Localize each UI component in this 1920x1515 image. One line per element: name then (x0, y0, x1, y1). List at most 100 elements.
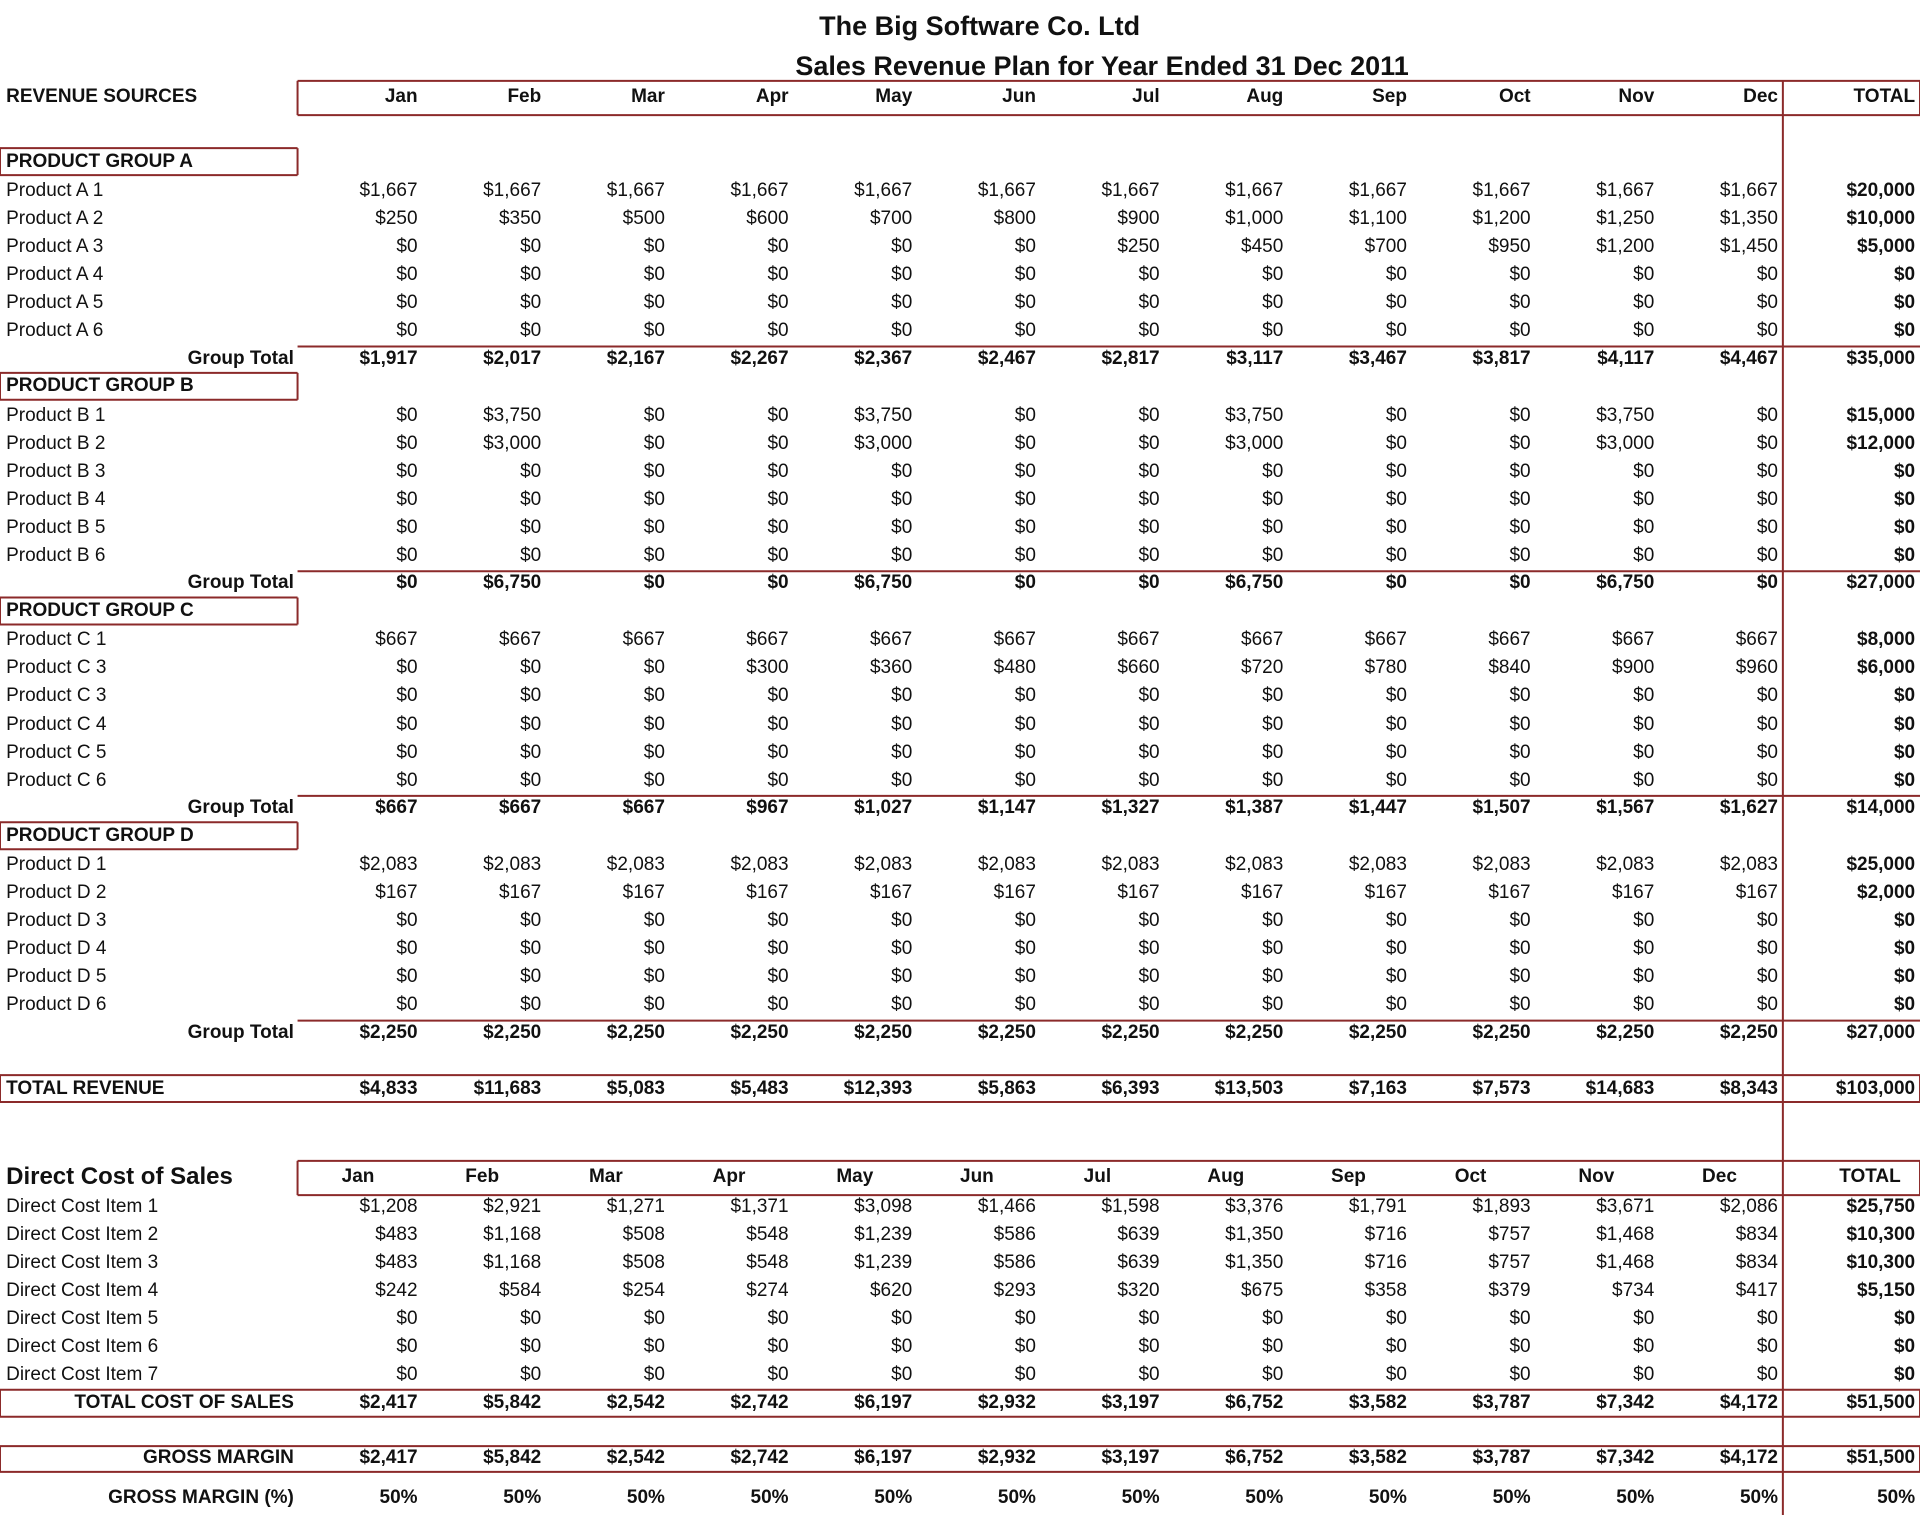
cell-value: $0 (1014, 264, 1036, 286)
cell-value: $0 (520, 488, 542, 510)
cell-value: $0 (1509, 1335, 1531, 1357)
cell-value: $0 (1756, 1363, 1778, 1385)
cell-value: $800 (993, 208, 1036, 230)
cell-value: $639 (1117, 1224, 1160, 1246)
cell-value: $1,598 (1101, 1196, 1160, 1218)
cell-value: $0 (643, 544, 665, 566)
cell-value: $1,667 (1101, 180, 1160, 202)
cell-value: $450 (1241, 236, 1284, 258)
column-header: Sep (1372, 85, 1407, 107)
group-header: PRODUCT GROUP B (6, 375, 194, 397)
cell-value: $2,250 (730, 1021, 789, 1043)
cell-value: $0 (1385, 460, 1407, 482)
column-header: Feb (465, 1165, 500, 1187)
cell-value: $0 (1262, 544, 1284, 566)
row-label: GROSS MARGIN (%) (108, 1486, 294, 1508)
cell-value: $1,239 (854, 1252, 913, 1274)
cell-value: $350 (498, 208, 542, 230)
cell-value: $0 (767, 516, 789, 538)
cell-value: $0 (1385, 516, 1407, 538)
cell-value: $0 (520, 1335, 542, 1357)
cell-value: $0 (396, 1308, 418, 1330)
cell-value: $0 (1262, 292, 1284, 314)
cell-value: $254 (622, 1280, 665, 1302)
cell-value: $2,083 (1348, 854, 1407, 876)
cell-value: $10,000 (1846, 208, 1916, 230)
row-label: Group Total (187, 797, 294, 819)
cell-value: $2,250 (359, 1021, 418, 1043)
cell-value: $0 (396, 938, 418, 960)
column-header: Oct (1454, 1165, 1487, 1187)
cell-value: $0 (1138, 544, 1160, 566)
cell-value: $667 (375, 797, 418, 819)
column-header: Jul (1083, 1165, 1112, 1187)
cell-value: $0 (643, 910, 665, 932)
cell-value: $0 (396, 432, 418, 454)
cell-value: $0 (1893, 685, 1916, 707)
cell-value: $3,750 (1596, 404, 1655, 426)
row-label: Group Total (187, 1021, 294, 1043)
cell-value: 50% (1492, 1486, 1531, 1508)
cell-value: $2,250 (854, 1021, 913, 1043)
cell-value: $7,573 (1472, 1077, 1531, 1099)
cell-value: $0 (396, 544, 418, 566)
cell-value: $950 (1488, 236, 1531, 258)
cell-value: $483 (375, 1224, 418, 1246)
column-header: TOTAL (1839, 1165, 1901, 1187)
cell-value: $1,168 (483, 1224, 542, 1246)
cell-value: $0 (1756, 685, 1778, 707)
column-header: Apr (755, 85, 789, 107)
cell-value: $1,667 (1225, 180, 1284, 202)
row-label: Direct Cost Item 4 (6, 1280, 159, 1302)
cell-value: $3,671 (1596, 1196, 1655, 1218)
cell-value: $508 (622, 1252, 665, 1274)
cell-value: 50% (750, 1486, 789, 1508)
cell-value: $0 (891, 460, 913, 482)
cell-value: $667 (746, 629, 789, 651)
cell-value: $0 (1262, 1335, 1284, 1357)
cell-value: $0 (1138, 516, 1160, 538)
cell-value: $0 (1893, 910, 1916, 932)
cell-value: $0 (520, 741, 542, 763)
cell-value: $967 (746, 797, 789, 819)
cell-value: $1,168 (483, 1252, 542, 1274)
cell-value: 50% (379, 1486, 418, 1508)
cell-value: $0 (396, 769, 418, 791)
cell-value: $0 (1756, 1308, 1778, 1330)
cell-value: $0 (1385, 938, 1407, 960)
cell-value: $3,467 (1348, 347, 1407, 369)
group-header: PRODUCT GROUP A (6, 150, 193, 172)
cell-value: $1,893 (1472, 1196, 1531, 1218)
cell-value: $2,417 (359, 1447, 418, 1469)
cell-value: $0 (1385, 769, 1407, 791)
cell-value: $0 (1138, 1335, 1160, 1357)
row-label: Product B 2 (6, 432, 106, 454)
cell-value: $1,450 (1719, 236, 1778, 258)
cell-value: $675 (1241, 1280, 1284, 1302)
cell-value: $0 (891, 685, 913, 707)
cell-value: $2,083 (977, 854, 1036, 876)
column-header: Jun (1002, 85, 1036, 107)
group-header: PRODUCT GROUP D (6, 824, 194, 846)
cell-value: $0 (1756, 516, 1778, 538)
cell-value: $2,083 (854, 854, 913, 876)
cell-value: $0 (1014, 320, 1036, 342)
cell-value: $0 (1138, 320, 1160, 342)
cell-value: $0 (1893, 460, 1916, 482)
cell-value: $0 (1014, 488, 1036, 510)
cell-value: $2,542 (606, 1392, 665, 1414)
cell-value: $0 (1138, 404, 1160, 426)
cell-value: $0 (767, 320, 789, 342)
cell-value: $167 (869, 882, 913, 904)
cell-value: $3,000 (483, 432, 542, 454)
cell-value: $12,393 (843, 1077, 913, 1099)
cell-value: $0 (1509, 769, 1531, 791)
cell-value: $0 (1014, 713, 1036, 735)
cell-value: $0 (643, 741, 665, 763)
cell-value: $10,300 (1846, 1252, 1916, 1274)
cell-value: $0 (520, 460, 542, 482)
cell-value: $0 (1014, 432, 1036, 454)
cell-value: $0 (767, 572, 789, 594)
cell-value: $1,667 (1719, 180, 1778, 202)
row-label: Product A 2 (6, 208, 104, 230)
